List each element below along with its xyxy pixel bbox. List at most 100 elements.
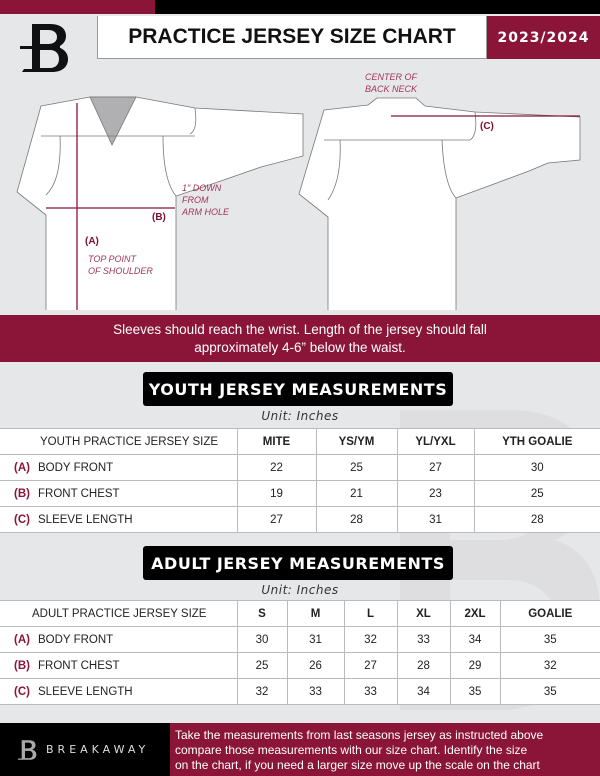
size-header: YS/YM: [315, 428, 398, 455]
label-b: (B): [152, 212, 166, 223]
measurement-value: 32: [236, 678, 288, 705]
youth-unit-label: Unit: Inches: [261, 409, 339, 423]
measurement-label: (B) FRONT CHEST: [0, 652, 238, 679]
note-b-1: 1" DOWN: [182, 183, 222, 193]
page-title: PRACTICE JERSEY SIZE CHART: [97, 16, 487, 59]
measurement-value: 31: [396, 506, 475, 533]
size-header: YTH GOALIE: [473, 428, 600, 455]
measurement-value: 25: [236, 652, 288, 679]
measurement-value: 33: [286, 678, 345, 705]
measurement-label: (B) FRONT CHEST: [0, 480, 238, 507]
breakaway-logo: [20, 24, 68, 72]
measurement-value: 35: [499, 626, 600, 653]
front-jersey: [16, 96, 304, 310]
measurement-value: 33: [343, 678, 398, 705]
measurement-name: BODY FRONT: [38, 461, 114, 474]
note-c-1: CENTER OF: [365, 72, 418, 82]
size-header: 2XL: [449, 600, 501, 627]
fit-instructions-banner: Sleeves should reach the wrist. Length o…: [0, 315, 600, 362]
size-header: MITE: [236, 428, 317, 455]
banner-line-2: approximately 4-6” below the waist.: [194, 340, 406, 355]
measurement-value: 27: [396, 454, 475, 481]
measurement-name: SLEEVE LENGTH: [38, 513, 133, 526]
measurement-code: (B): [14, 659, 30, 672]
measurement-code: (C): [14, 685, 30, 698]
label-c: (C): [480, 121, 494, 132]
table-header-row: YOUTH PRACTICE JERSEY SIZE MITE YS/YM YL…: [0, 428, 600, 455]
back-jersey: [298, 97, 581, 310]
adult-size-table: ADULT PRACTICE JERSEY SIZE S M L XL 2XL …: [0, 600, 600, 705]
measurement-value: 34: [396, 678, 451, 705]
measurement-value: 29: [449, 652, 501, 679]
season-badge: 2023/2024: [487, 16, 600, 59]
adult-unit-label: Unit: Inches: [261, 583, 339, 597]
measurement-name: BODY FRONT: [38, 633, 114, 646]
measurement-value: 32: [343, 626, 398, 653]
table-row: (B) FRONT CHEST 25 26 27 28 29 32: [0, 652, 600, 679]
size-header: M: [286, 600, 345, 627]
measurement-value: 22: [236, 454, 317, 481]
adult-section-title: ADULT JERSEY MEASUREMENTS: [143, 546, 453, 580]
measurement-label: (C) SLEEVE LENGTH: [0, 506, 238, 533]
table-header-label: YOUTH PRACTICE JERSEY SIZE: [0, 428, 238, 455]
measurement-value: 21: [315, 480, 398, 507]
measurement-value: 30: [473, 454, 600, 481]
measurement-value: 35: [499, 678, 600, 705]
measurement-value: 30: [236, 626, 288, 653]
youth-size-table: YOUTH PRACTICE JERSEY SIZE MITE YS/YM YL…: [0, 428, 600, 533]
measurement-value: 33: [396, 626, 451, 653]
table-header-label: ADULT PRACTICE JERSEY SIZE: [0, 600, 238, 627]
measurement-value: 27: [236, 506, 317, 533]
measurement-value: 27: [343, 652, 398, 679]
measurement-value: 25: [315, 454, 398, 481]
table-row: (B) FRONT CHEST 19 21 23 25: [0, 480, 600, 507]
table-row: (A) BODY FRONT 22 25 27 30: [0, 454, 600, 481]
measurement-code: (C): [14, 513, 30, 526]
size-header: GOALIE: [499, 600, 600, 627]
measurement-value: 19: [236, 480, 317, 507]
table-row: (A) BODY FRONT 30 31 32 33 34 35: [0, 626, 600, 653]
measurement-value: 28: [396, 652, 451, 679]
measurement-name: FRONT CHEST: [38, 659, 120, 672]
measurement-value: 34: [449, 626, 501, 653]
youth-section-title: YOUTH JERSEY MEASUREMENTS: [143, 372, 453, 406]
measurement-value: 28: [473, 506, 600, 533]
measurement-code: (A): [14, 461, 30, 474]
top-bar: [155, 0, 600, 14]
measurement-value: 28: [315, 506, 398, 533]
jersey-diagram: (B) 1" DOWN FROM ARM HOLE (A) TOP POINT …: [16, 72, 581, 310]
measurement-name: SLEEVE LENGTH: [38, 685, 133, 698]
note-b-2: FROM: [182, 195, 209, 205]
size-header: L: [343, 600, 398, 627]
measurement-label: (A) BODY FRONT: [0, 454, 238, 481]
measurement-value: 31: [286, 626, 345, 653]
note-a-2: OF SHOULDER: [88, 266, 153, 276]
table-row: (C) SLEEVE LENGTH 27 28 31 28: [0, 506, 600, 533]
table-header-row: ADULT PRACTICE JERSEY SIZE S M L XL 2XL …: [0, 600, 600, 627]
footer-instructions: Take the measurements from last seasons …: [170, 723, 600, 776]
measurement-label: (C) SLEEVE LENGTH: [0, 678, 238, 705]
measurement-code: (A): [14, 633, 30, 646]
measurement-value: 35: [449, 678, 501, 705]
footer-line: Take the measurements from last seasons …: [175, 728, 544, 742]
size-header: XL: [396, 600, 451, 627]
measurement-value: 23: [396, 480, 475, 507]
footer-brand: BREAKAWAY: [0, 723, 170, 776]
banner-line-1: Sleeves should reach the wrist. Length o…: [113, 322, 487, 337]
measurement-name: FRONT CHEST: [38, 487, 120, 500]
note-a-1: TOP POINT: [88, 254, 138, 264]
table-row: (C) SLEEVE LENGTH 32 33 33 34 35 35: [0, 678, 600, 705]
size-header: YL/YXL: [396, 428, 475, 455]
measurement-value: 25: [473, 480, 600, 507]
measurement-value: 26: [286, 652, 345, 679]
size-header: S: [236, 600, 288, 627]
footer-line: on the chart, if you need a larger size …: [175, 758, 540, 772]
note-b-3: ARM HOLE: [181, 207, 230, 217]
note-c-2: BACK NECK: [365, 84, 418, 94]
measurement-code: (B): [14, 487, 30, 500]
footer-line: compare those measurements with our size…: [175, 743, 528, 757]
measurement-label: (A) BODY FRONT: [0, 626, 238, 653]
measurement-value: 32: [499, 652, 600, 679]
brand-name: BREAKAWAY: [46, 743, 150, 756]
breakaway-logo-small: [17, 739, 37, 760]
